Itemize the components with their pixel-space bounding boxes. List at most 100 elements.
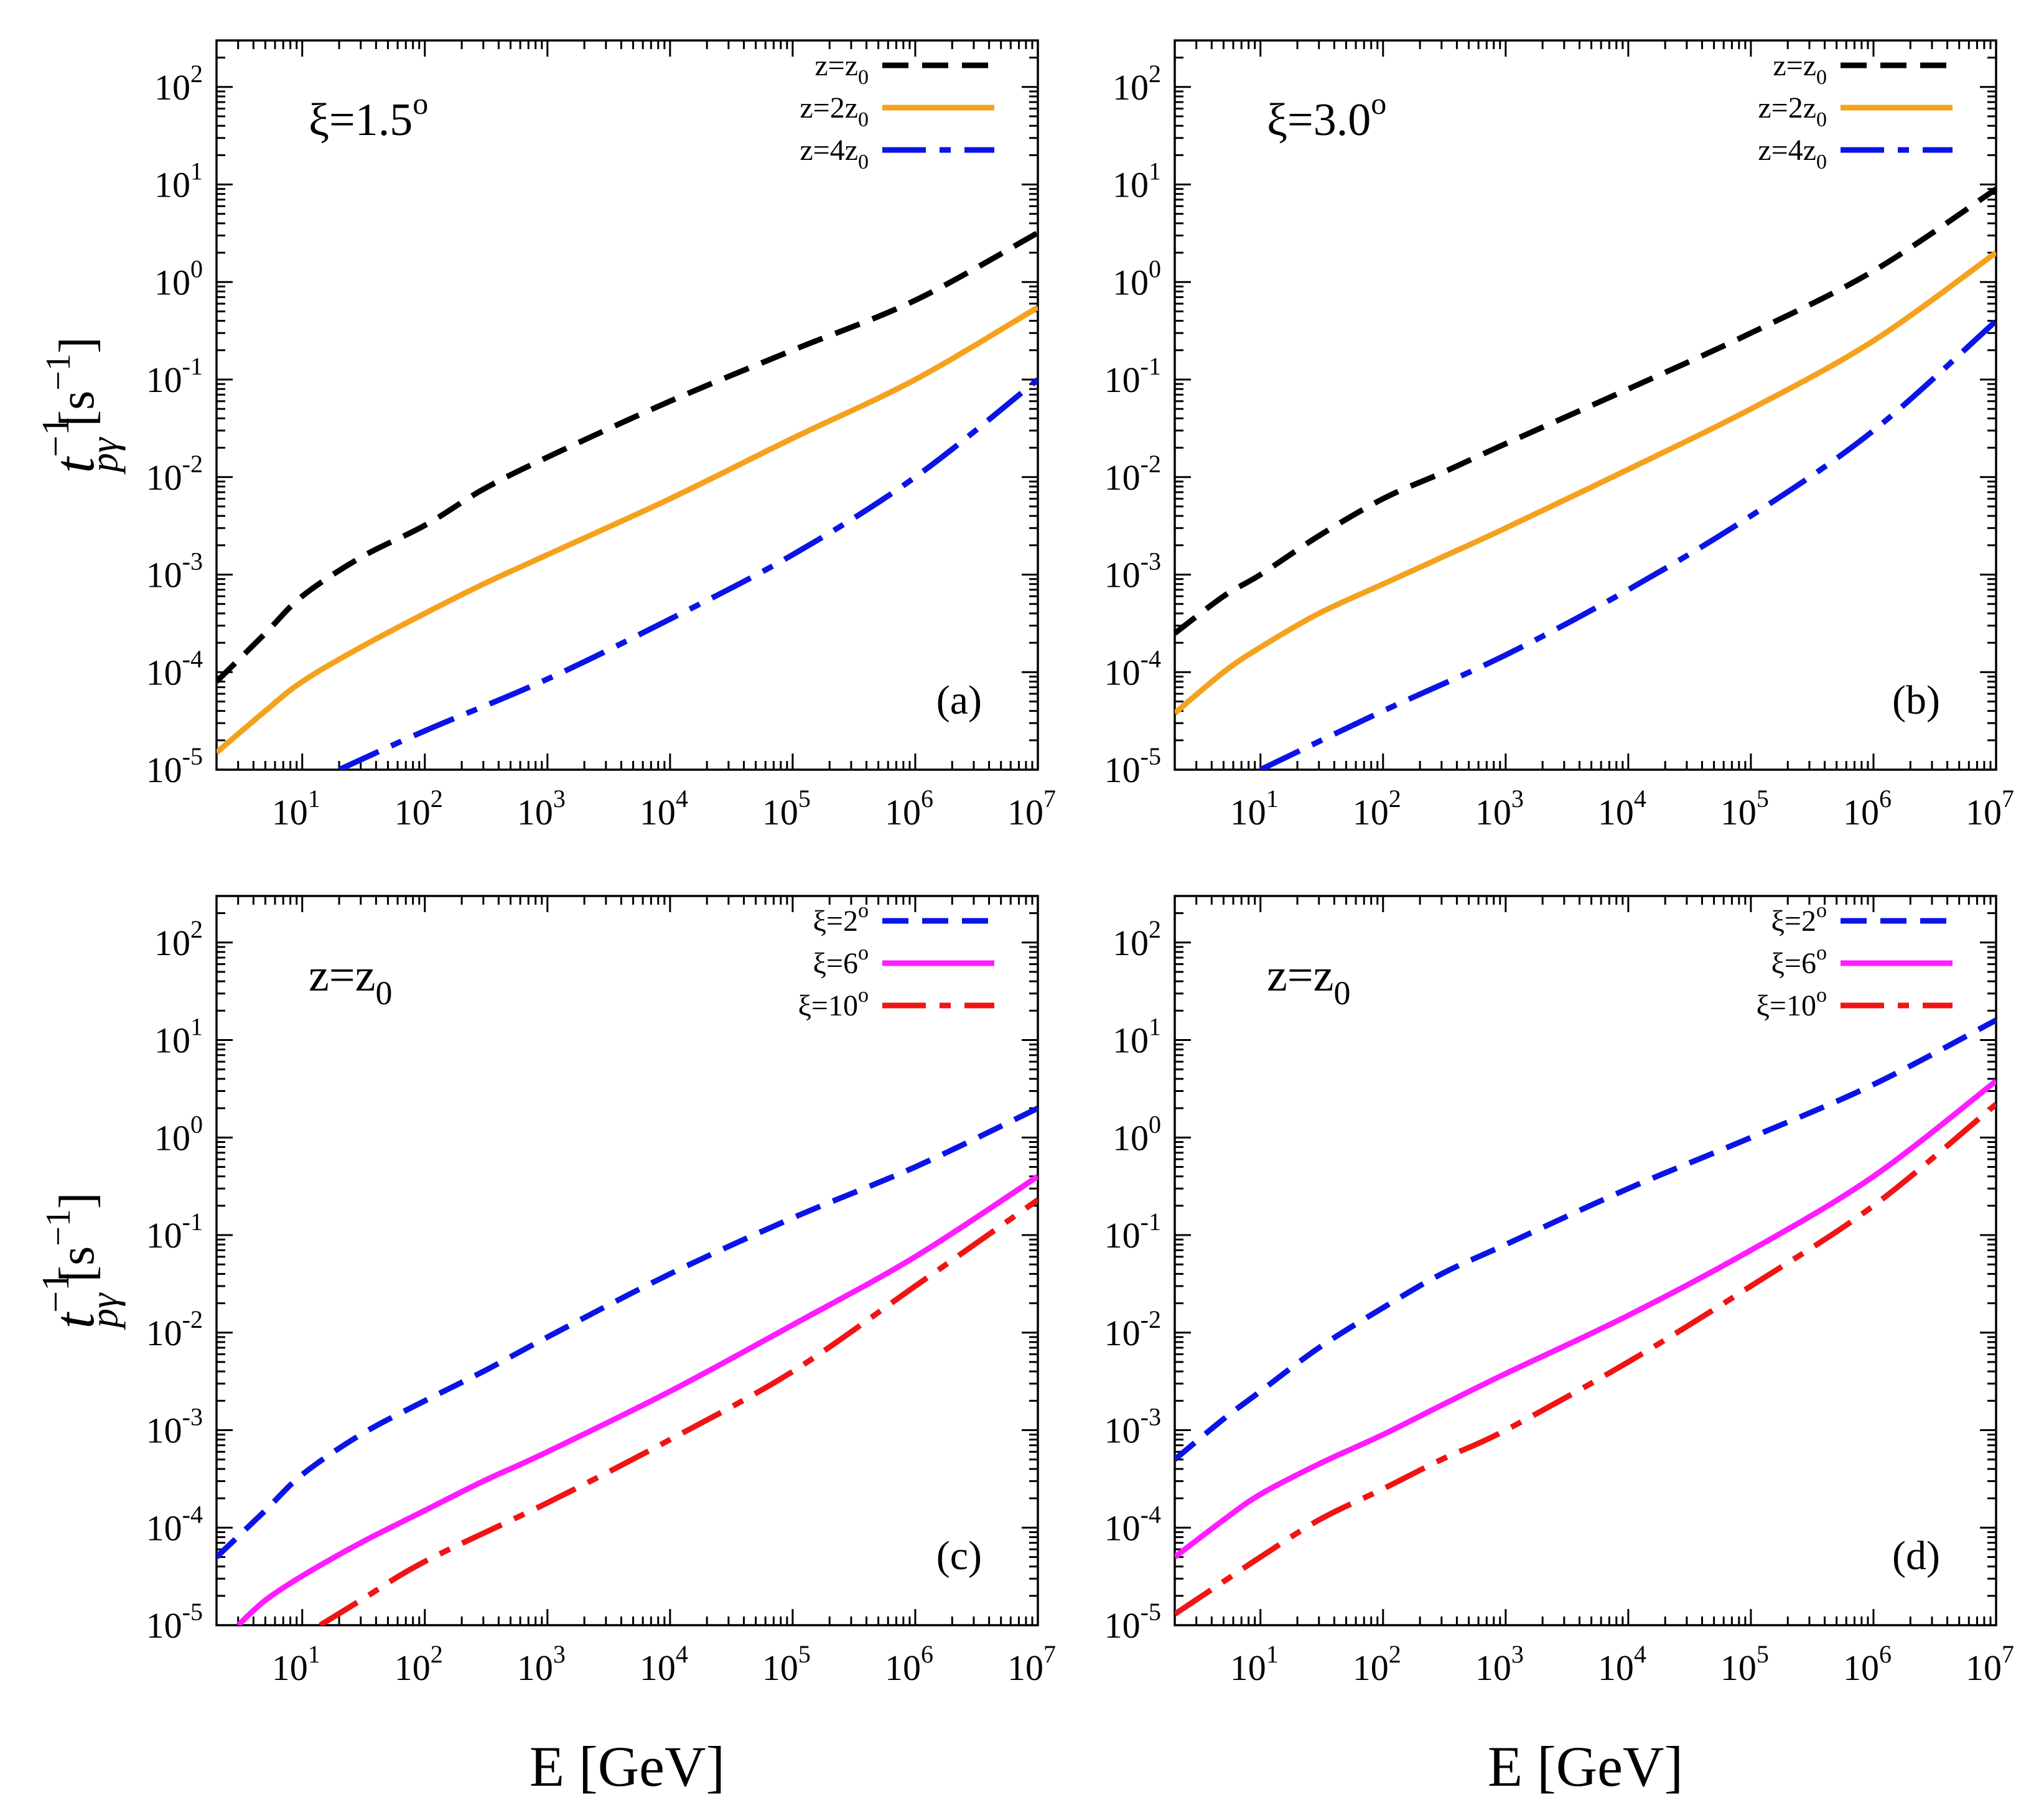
legend-label: ξ=6o	[1771, 941, 1827, 980]
series-line	[1259, 319, 1996, 770]
legend-label: z=z0	[814, 49, 869, 89]
y-tick-label: 10-2	[1104, 450, 1161, 498]
y-tick-label: 10-5	[1104, 1598, 1161, 1646]
y-tick-label: 10-1	[146, 352, 203, 400]
y-tick-label: 10-3	[1104, 1403, 1161, 1451]
series-line	[338, 377, 1038, 770]
panel-annotation: z=z0	[309, 950, 392, 1012]
x-tick-label: 106	[1843, 785, 1892, 833]
series-line	[236, 1173, 1038, 1625]
x-tick-label: 103	[517, 1640, 566, 1688]
y-tick-label: 101	[154, 157, 203, 205]
series-line	[1175, 1078, 1996, 1560]
x-tick-label: 107	[1007, 1640, 1056, 1688]
y-tick-label: 101	[1113, 157, 1161, 205]
x-tick-label: 102	[1353, 785, 1401, 833]
y-tick-label: 10-4	[146, 1500, 203, 1548]
x-tick-label: 102	[1353, 1640, 1401, 1688]
x-axis-label: E [GeV]	[1488, 1735, 1683, 1798]
y-tick-label: 102	[1113, 915, 1161, 963]
y-tick-label: 10-5	[1104, 742, 1161, 790]
y-axis-label: t−1 pγ[s−1]	[35, 1193, 126, 1330]
legend-label: z=z0	[1773, 49, 1827, 89]
x-tick-label: 107	[1966, 1640, 2014, 1688]
series-line	[1175, 1017, 1996, 1462]
legend-label: ξ=2o	[813, 899, 869, 938]
x-tick-label: 105	[1720, 785, 1769, 833]
series-line	[319, 1197, 1038, 1625]
y-tick-label: 100	[1113, 254, 1161, 302]
x-tick-label: 104	[1598, 1640, 1646, 1688]
x-tick-label: 105	[762, 785, 811, 833]
x-tick-label: 101	[272, 785, 320, 833]
x-tick-label: 105	[1720, 1640, 1769, 1688]
y-tick-label: 10-2	[1104, 1305, 1161, 1353]
x-tick-label: 101	[1230, 785, 1279, 833]
panel-annotation: ξ=3.0o	[1267, 86, 1386, 146]
legend-label: ξ=10o	[798, 984, 869, 1022]
x-tick-label: 104	[640, 1640, 688, 1688]
series-line	[1175, 186, 1996, 636]
y-tick-label: 100	[154, 1110, 203, 1158]
y-tick-label: 10-3	[1104, 548, 1161, 595]
y-tick-label: 100	[154, 254, 203, 302]
x-tick-label: 101	[272, 1640, 320, 1688]
x-tick-label: 104	[640, 785, 688, 833]
plot-frame	[215, 39, 1039, 771]
y-tick-label: 10-5	[146, 1598, 203, 1646]
plot-frame	[1174, 895, 1997, 1626]
y-tick-label: 10-5	[146, 742, 203, 790]
x-tick-label: 103	[1475, 1640, 1524, 1688]
y-tick-label: 10-3	[146, 548, 203, 595]
chart-panel: 101 102 103 104 105 106 107 10-5 10-4 10-3 10-2 10-…	[146, 895, 1056, 1688]
legend-label: z=2z0	[800, 91, 869, 131]
y-tick-label: 10-4	[1104, 645, 1161, 693]
legend-label: ξ=2o	[1771, 899, 1827, 938]
x-tick-label: 102	[394, 1640, 443, 1688]
plot-frame	[1174, 39, 1997, 771]
x-tick-label: 103	[1475, 785, 1524, 833]
x-tick-label: 101	[1230, 1640, 1279, 1688]
y-tick-label: 10-1	[1104, 352, 1161, 400]
y-tick-label: 10-1	[1104, 1208, 1161, 1256]
panel-label: (c)	[936, 1533, 982, 1579]
series-line	[1175, 1102, 1996, 1616]
chart-panel: 101 102 103 104 105 106 107 10-5 10-4 10-3 10-2 10-…	[1104, 39, 2014, 833]
series-line	[1175, 250, 1996, 716]
x-tick-label: 104	[1598, 785, 1646, 833]
y-tick-label: 102	[154, 60, 203, 108]
x-tick-label: 107	[1966, 785, 2014, 833]
x-tick-label: 106	[885, 1640, 933, 1688]
series-line	[217, 230, 1038, 684]
panel-label: (b)	[1892, 678, 1940, 723]
x-tick-label: 105	[762, 1640, 811, 1688]
y-tick-label: 10-2	[146, 1305, 203, 1353]
plot-frame	[215, 895, 1039, 1626]
y-tick-label: 101	[154, 1013, 203, 1061]
x-tick-label: 102	[394, 785, 443, 833]
legend-label: ξ=6o	[813, 941, 869, 980]
chart-panel: 101 102 103 104 105 106 107 10-5 10-4 10-3 10-2 10-…	[1104, 895, 2014, 1688]
x-tick-label: 106	[1843, 1640, 1892, 1688]
x-tick-label: 106	[885, 785, 933, 833]
legend-label: z=4z0	[800, 134, 869, 174]
y-tick-label: 10-4	[1104, 1500, 1161, 1548]
y-tick-label: 10-2	[146, 450, 203, 498]
y-tick-label: 102	[1113, 60, 1161, 108]
panel-label: (d)	[1892, 1533, 1940, 1579]
legend-label: ξ=10o	[1757, 984, 1827, 1022]
panel-label: (a)	[936, 678, 982, 723]
x-tick-label: 107	[1007, 785, 1056, 833]
y-tick-label: 10-3	[146, 1403, 203, 1451]
x-axis-label: E [GeV]	[530, 1735, 725, 1798]
y-tick-label: 101	[1113, 1013, 1161, 1061]
y-tick-label: 10-1	[146, 1208, 203, 1256]
x-tick-label: 103	[517, 785, 566, 833]
y-tick-label: 100	[1113, 1110, 1161, 1158]
legend-label: z=2z0	[1758, 91, 1827, 131]
panel-annotation: z=z0	[1267, 950, 1350, 1012]
chart-panel: 101 102 103 104 105 106 107 10-5 10-4 10-3 10-2 10-…	[146, 39, 1056, 833]
series-line	[217, 305, 1038, 755]
y-axis-label: t−1 pγ[s−1]	[35, 337, 126, 475]
